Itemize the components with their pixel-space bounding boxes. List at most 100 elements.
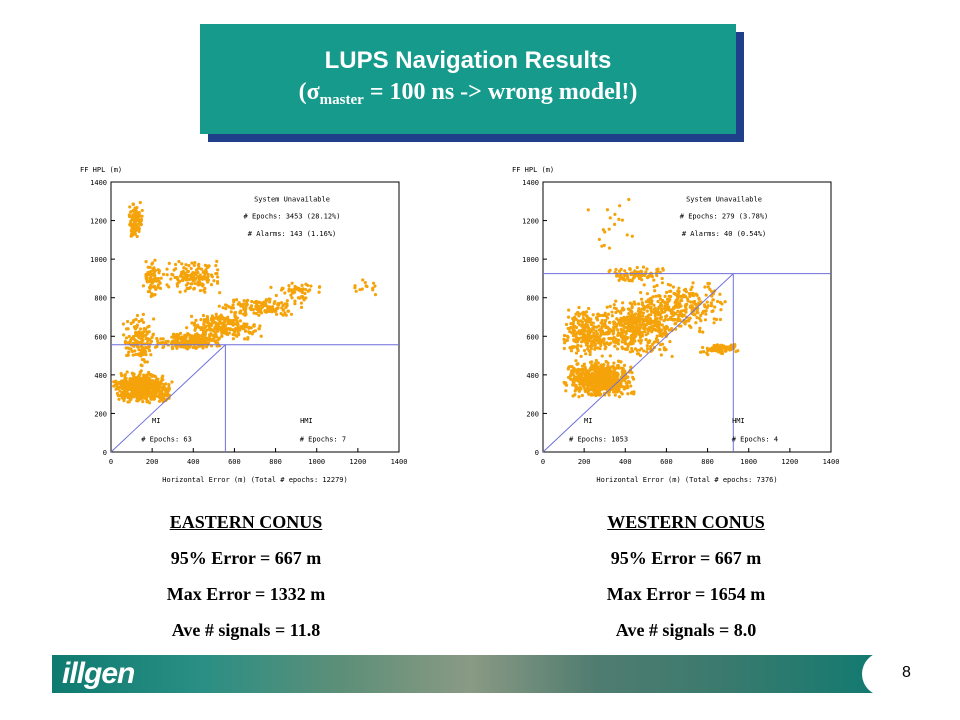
data-point bbox=[641, 265, 646, 269]
data-point bbox=[287, 289, 291, 293]
data-point bbox=[703, 318, 708, 322]
data-point bbox=[689, 325, 693, 329]
data-point bbox=[155, 336, 159, 341]
data-point bbox=[564, 381, 568, 385]
data-point bbox=[602, 381, 606, 385]
data-point bbox=[203, 335, 207, 339]
data-point bbox=[562, 333, 567, 338]
data-point bbox=[293, 299, 297, 303]
data-point bbox=[621, 368, 625, 372]
data-point bbox=[655, 338, 660, 342]
data-point bbox=[584, 352, 588, 356]
data-point bbox=[140, 357, 145, 362]
data-point bbox=[159, 276, 163, 280]
data-point bbox=[145, 276, 149, 280]
data-point bbox=[220, 334, 224, 338]
data-point bbox=[605, 316, 610, 320]
data-point bbox=[563, 339, 567, 343]
data-point bbox=[173, 262, 178, 267]
data-point bbox=[670, 326, 674, 331]
data-point bbox=[215, 280, 220, 284]
data-point bbox=[131, 202, 136, 207]
data-point bbox=[147, 324, 151, 328]
data-point bbox=[178, 331, 183, 335]
data-point bbox=[145, 400, 149, 404]
data-point bbox=[630, 312, 634, 316]
data-point bbox=[604, 359, 608, 364]
data-point bbox=[353, 286, 357, 290]
data-point bbox=[302, 298, 306, 302]
data-point bbox=[614, 340, 619, 345]
data-point bbox=[629, 336, 633, 340]
data-point bbox=[229, 310, 233, 314]
data-point bbox=[638, 317, 642, 321]
data-point bbox=[218, 291, 222, 295]
data-point bbox=[619, 319, 623, 323]
data-point bbox=[190, 321, 194, 325]
data-point bbox=[216, 275, 220, 279]
data-point bbox=[614, 307, 618, 311]
data-point bbox=[205, 315, 210, 319]
data-point bbox=[132, 378, 136, 382]
data-point bbox=[733, 342, 737, 347]
data-point bbox=[280, 306, 284, 310]
data-point bbox=[574, 388, 578, 392]
data-point bbox=[239, 304, 243, 308]
y-tick-label: 800 bbox=[526, 295, 539, 303]
data-point bbox=[564, 389, 568, 393]
data-point bbox=[185, 326, 189, 330]
data-point bbox=[709, 301, 713, 305]
data-point bbox=[141, 376, 145, 380]
data-point bbox=[614, 267, 618, 272]
x-tick-label: 400 bbox=[619, 458, 632, 466]
data-point bbox=[608, 327, 612, 331]
data-point bbox=[668, 340, 672, 344]
data-point bbox=[638, 275, 642, 280]
data-point bbox=[566, 335, 570, 339]
data-point bbox=[186, 281, 190, 285]
data-point bbox=[675, 293, 679, 297]
data-point bbox=[129, 210, 133, 214]
data-point bbox=[612, 390, 616, 394]
data-point bbox=[703, 285, 707, 289]
data-point bbox=[202, 341, 206, 345]
data-point bbox=[627, 311, 631, 316]
data-point bbox=[670, 354, 674, 359]
data-point bbox=[715, 343, 719, 347]
data-point bbox=[665, 325, 669, 329]
data-point bbox=[181, 275, 185, 279]
data-point bbox=[263, 309, 267, 313]
data-point bbox=[574, 385, 578, 389]
data-point bbox=[663, 310, 667, 314]
data-point bbox=[306, 289, 310, 293]
data-point bbox=[607, 393, 611, 397]
data-point bbox=[189, 337, 194, 341]
data-point bbox=[289, 312, 294, 316]
data-point bbox=[720, 348, 724, 352]
data-point bbox=[134, 352, 138, 357]
data-point bbox=[118, 385, 122, 389]
data-point bbox=[147, 349, 152, 353]
data-point bbox=[612, 375, 616, 380]
data-point bbox=[284, 313, 288, 317]
data-point bbox=[663, 330, 667, 334]
data-point bbox=[608, 354, 612, 358]
data-point bbox=[646, 329, 651, 333]
y-tick-label: 200 bbox=[526, 410, 539, 418]
data-point bbox=[674, 321, 678, 325]
data-point bbox=[632, 275, 636, 279]
data-point bbox=[142, 346, 146, 350]
data-point bbox=[135, 234, 139, 239]
data-point bbox=[587, 306, 591, 311]
data-point bbox=[596, 371, 601, 375]
data-point bbox=[613, 378, 617, 383]
data-point bbox=[626, 392, 630, 396]
data-point bbox=[176, 280, 181, 285]
data-point bbox=[173, 341, 178, 345]
data-point bbox=[623, 377, 627, 381]
data-point bbox=[603, 311, 607, 315]
data-point bbox=[642, 304, 646, 309]
data-point bbox=[174, 267, 178, 271]
data-point bbox=[266, 305, 270, 309]
data-point bbox=[147, 376, 151, 380]
